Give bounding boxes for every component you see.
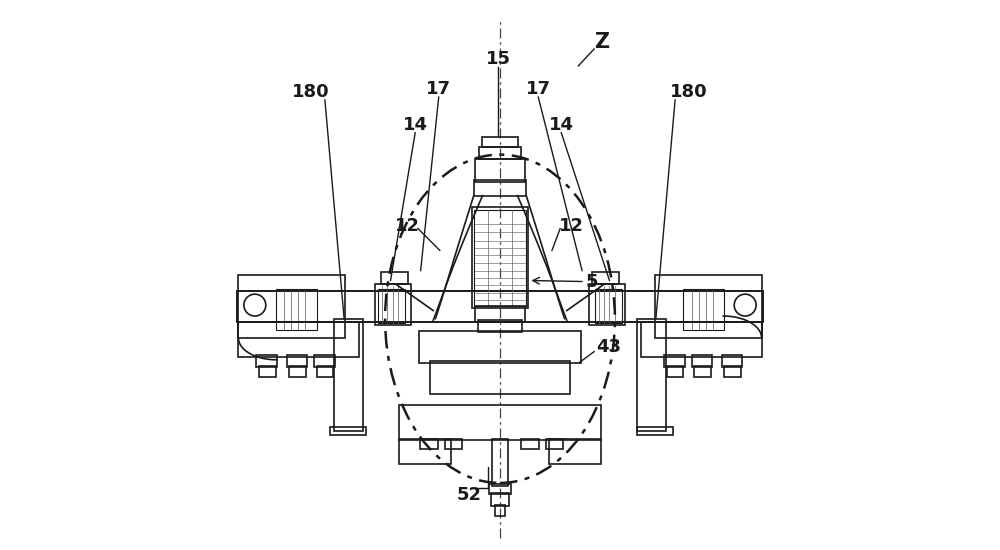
Bar [256,355,277,367]
Bar [317,366,333,377]
Text: 12: 12 [559,217,584,235]
Bar [722,355,742,367]
Bar [521,439,539,449]
Text: 14: 14 [549,116,574,134]
Text: 52: 52 [456,486,481,504]
Bar [692,355,712,367]
Bar [375,284,411,326]
Bar [330,427,366,435]
Bar [549,439,601,464]
Bar [419,331,581,362]
Bar [378,289,405,323]
Bar [495,505,505,516]
Bar [489,484,511,494]
Bar [491,493,509,506]
Bar [420,439,438,449]
Text: 180: 180 [292,82,330,101]
Bar [237,292,763,322]
Bar [475,159,525,182]
Bar [472,207,528,308]
Bar [655,275,762,338]
Bar [664,355,685,367]
Bar [381,272,408,284]
Bar [445,439,462,449]
Text: 17: 17 [426,80,451,98]
Text: 17: 17 [526,80,551,98]
Bar [475,306,525,322]
Text: 12: 12 [394,217,419,235]
Bar [637,427,673,435]
Bar [482,137,518,147]
Text: 43: 43 [596,338,621,356]
Bar [595,289,622,323]
Bar [287,355,307,367]
Bar [683,289,724,329]
Bar [276,289,317,329]
Bar [238,275,345,338]
Text: 15: 15 [486,50,511,68]
Bar [546,439,563,449]
Text: 14: 14 [403,116,428,134]
Bar [637,319,666,431]
Bar [238,322,359,357]
Bar [474,180,526,196]
Bar [589,284,625,326]
Text: 180: 180 [670,82,708,101]
Bar [334,319,363,431]
Bar [289,366,306,377]
Text: Z: Z [594,32,609,52]
Bar [492,439,508,486]
Bar [399,439,451,464]
Bar [474,210,526,306]
Bar [667,366,683,377]
Text: 5: 5 [586,273,598,290]
Bar [399,405,601,440]
Bar [314,355,335,367]
Bar [724,366,741,377]
Bar [237,292,763,322]
Bar [430,361,570,394]
Bar [259,366,276,377]
Bar [592,272,619,284]
Bar [478,321,522,332]
Bar [694,366,711,377]
Bar [479,147,521,159]
Bar [641,322,762,357]
